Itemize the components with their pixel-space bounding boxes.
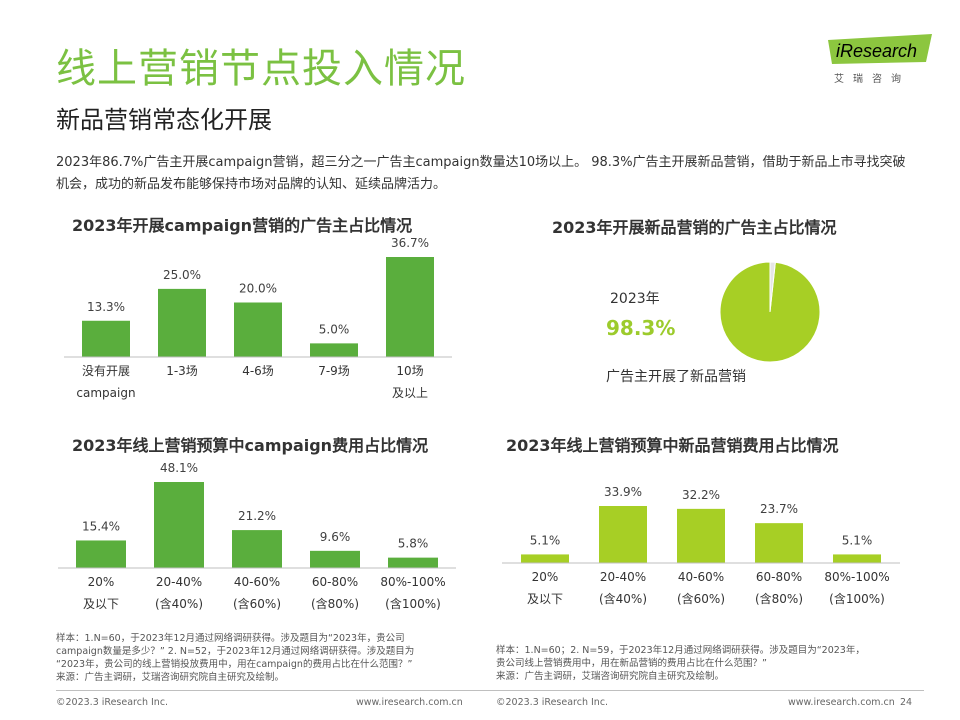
chart1-campaign-count: 13.3% 没有开展 campaign 25.0% 1-3场 20.0% 4-6场 5.0% 7… <box>64 236 452 400</box>
category-label: 40-60% <box>678 570 724 584</box>
category-label: (含80%) <box>311 596 359 611</box>
bar <box>388 557 438 568</box>
data-label: 23.7% <box>760 502 798 516</box>
bar <box>234 302 282 357</box>
category-label: 及以上 <box>392 386 428 400</box>
category-label: 7-9场 <box>318 364 350 378</box>
category-label: 80%-100% <box>380 575 445 589</box>
category-label: 20-40% <box>156 575 202 589</box>
bar <box>599 506 647 563</box>
data-label: 48.1% <box>160 461 198 475</box>
pie-value-label: 98.3% <box>606 316 676 340</box>
category-label: 及以下 <box>83 597 119 611</box>
data-label: 13.3% <box>87 300 125 314</box>
right-notes: 样本：1.N=60；2. N=59，于2023年12月通过网络调研获得。涉及题目… <box>496 644 916 683</box>
left-note-line: “2023年，贵公司的线上营销投放费用中，用在campaign的费用占比在什么范… <box>56 659 413 670</box>
chart1-title: 2023年开展campaign营销的广告主占比情况 <box>72 216 413 235</box>
category-label: 1-3场 <box>166 364 198 378</box>
category-label: 4-6场 <box>242 364 274 378</box>
category-label: (含40%) <box>599 591 647 606</box>
pie-slice-other <box>769 261 776 313</box>
category-label: 40-60% <box>234 575 280 589</box>
category-label: 20% <box>532 570 559 584</box>
category-label: 60-80% <box>312 575 358 589</box>
data-label: 5.0% <box>319 322 350 336</box>
chart4-new-product-budget: 5.1% 20% 及以下 33.9% 20-40% (含40%) 32.2% 40-60% (含… <box>502 485 900 606</box>
data-label: 25.0% <box>163 268 201 282</box>
right-note-line: 贵公司线上营销费用中，用在新品营销的费用占比在什么范围？” <box>496 658 767 669</box>
category-label: 10场 <box>396 364 423 378</box>
page-description: 2023年86.7%广告主开展campaign营销，超三分之一广告主campai… <box>56 155 906 192</box>
bar <box>158 288 206 357</box>
chart4-title: 2023年线上营销预算中新品营销费用占比情况 <box>506 436 839 455</box>
bar <box>82 320 130 357</box>
data-label: 5.1% <box>530 533 561 547</box>
bar <box>154 482 204 568</box>
category-label: (含60%) <box>677 591 725 606</box>
bar <box>833 554 881 563</box>
category-label: 没有开展 <box>82 363 130 378</box>
data-label: 36.7% <box>391 236 429 250</box>
data-label: 20.0% <box>239 282 277 296</box>
right-note-line: 样本：1.N=60；2. N=59，于2023年12月通过网络调研获得。涉及题目… <box>496 645 865 656</box>
category-label: (含80%) <box>755 591 803 606</box>
data-label: 5.8% <box>398 537 429 551</box>
pie-year-label: 2023年 <box>610 291 660 307</box>
page-number: 24 <box>900 697 913 708</box>
category-label: (含60%) <box>233 596 281 611</box>
pie-caption: 广告主开展了新品营销 <box>606 369 746 385</box>
bar <box>677 508 725 563</box>
data-label: 21.2% <box>238 509 276 523</box>
category-label: 60-80% <box>756 570 802 584</box>
left-notes: 样本：1.N=60，于2023年12月通过网络调研获得。涉及题目为“2023年，… <box>56 632 476 684</box>
bar <box>310 343 358 357</box>
footer-divider <box>56 690 924 691</box>
footer-site-left: www.iresearch.com.cn <box>356 697 463 708</box>
category-label: 80%-100% <box>824 570 889 584</box>
data-label: 15.4% <box>82 519 120 533</box>
footer-site-right: www.iresearch.com.cn <box>788 697 895 708</box>
category-label: (含100%) <box>829 591 885 606</box>
data-label: 9.6% <box>320 530 351 544</box>
data-label: 5.1% <box>842 533 873 547</box>
chart3-title: 2023年线上营销预算中campaign费用占比情况 <box>72 436 429 455</box>
page-subtitle: 新品营销常态化开展 <box>56 106 272 134</box>
chart2-new-product-pie <box>719 261 821 363</box>
left-note-line: campaign数量是多少？” 2. N=52，于2023年12月通过网络调研获… <box>56 646 415 657</box>
right-note-line: 来源：广告主调研，艾瑞咨询研究院自主研究及绘制。 <box>496 671 725 682</box>
footer-copyright-right: ©2023.3 iResearch Inc. <box>496 697 609 708</box>
bar <box>386 257 434 357</box>
iresearch-logo: iResearch <box>828 34 932 64</box>
page-title: 线上营销节点投入情况 <box>56 46 466 92</box>
category-label: 20% <box>88 575 115 589</box>
category-label: 及以下 <box>527 592 563 606</box>
footer-copyright-left: ©2023.3 iResearch Inc. <box>56 697 169 708</box>
bar <box>755 523 803 563</box>
category-label: campaign <box>76 386 135 400</box>
category-label: (含100%) <box>385 596 441 611</box>
logo-subtitle: 艾瑞咨询 <box>834 74 910 85</box>
chart3-campaign-budget: 15.4% 20% 及以下 48.1% 20-40% (含40%) 21.2% 40-60% (… <box>58 461 456 611</box>
category-label: 20-40% <box>600 570 646 584</box>
logo-text: iResearch <box>836 41 917 61</box>
chart2-title: 2023年开展新品营销的广告主占比情况 <box>552 218 837 237</box>
bar <box>76 540 126 568</box>
bar <box>310 550 360 568</box>
category-label: (含40%) <box>155 596 203 611</box>
bar <box>232 530 282 568</box>
bar <box>521 554 569 563</box>
left-note-line: 来源：广告主调研，艾瑞咨询研究院自主研究及绘制。 <box>56 672 285 683</box>
data-label: 32.2% <box>682 488 720 502</box>
left-note-line: 样本：1.N=60，于2023年12月通过网络调研获得。涉及题目为“2023年，… <box>56 633 405 644</box>
data-label: 33.9% <box>604 485 642 499</box>
